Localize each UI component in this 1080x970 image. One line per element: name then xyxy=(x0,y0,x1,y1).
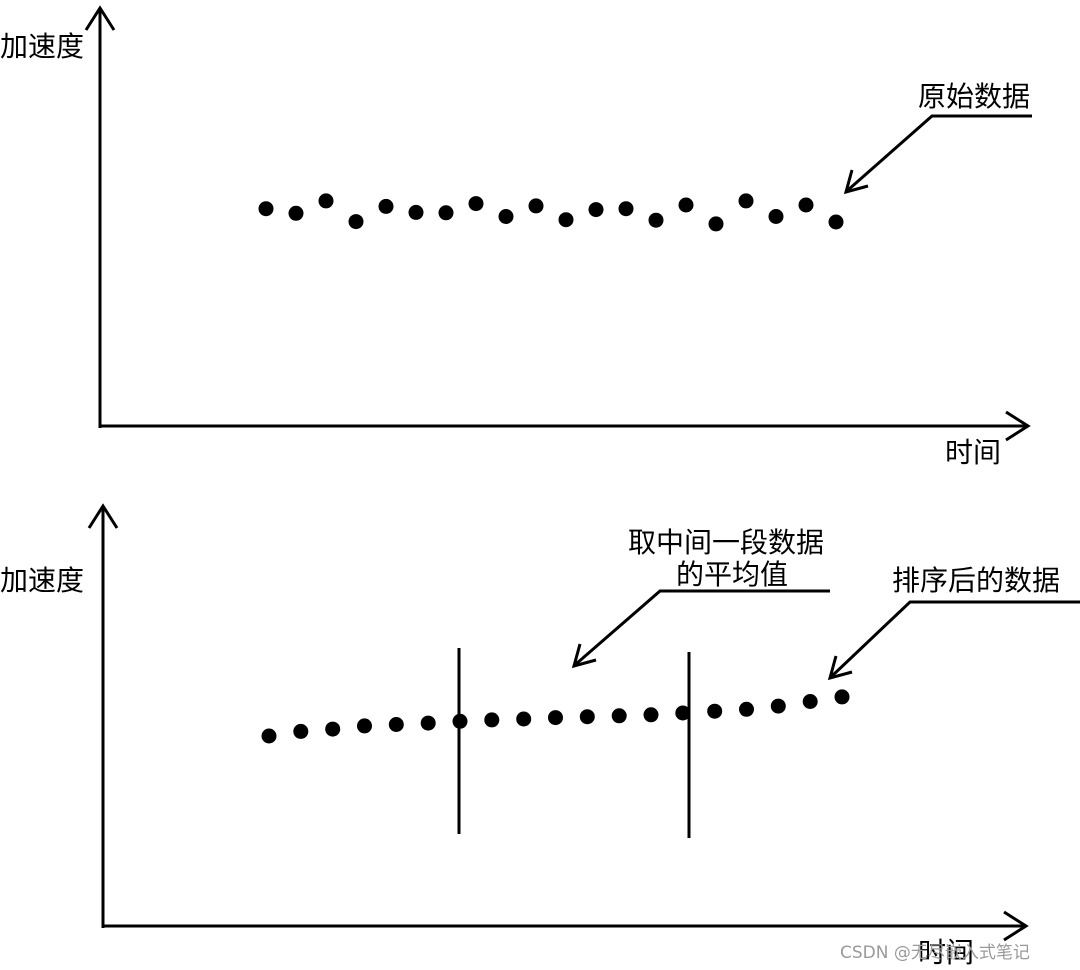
top-y-axis xyxy=(84,5,116,428)
sorted-data-point-9 xyxy=(516,711,532,727)
sorted-data-point-5 xyxy=(388,717,404,732)
sorted-data-point-6 xyxy=(420,715,436,731)
sorted-data-point-18 xyxy=(802,694,818,709)
bottom-y-axis xyxy=(87,503,119,928)
top-panel: 加速度 时间 原始数据 xyxy=(0,5,1032,469)
middle-average-annotation-line2: 的平均值 xyxy=(676,558,788,591)
sorted-data-point-8 xyxy=(484,712,500,728)
sorted-data-point-15 xyxy=(707,703,723,719)
sorted-data-point-3 xyxy=(325,721,341,737)
bottom-x-axis-label: 时间 xyxy=(918,936,974,969)
raw-data-point-8 xyxy=(468,196,484,212)
raw-data-point-7 xyxy=(438,205,454,221)
sorted-data-point-2 xyxy=(293,723,309,739)
sorted-data-point-11 xyxy=(579,709,595,725)
raw-data-point-6 xyxy=(408,204,424,220)
raw-data-point-13 xyxy=(618,201,634,217)
raw-data-point-11 xyxy=(558,212,574,228)
sorted-data-point-19 xyxy=(834,689,850,705)
sorted-data-point-13 xyxy=(643,707,659,723)
top-x-axis-label: 时间 xyxy=(945,436,1001,469)
bottom-x-axis xyxy=(102,910,1029,942)
bottom-y-axis-label: 加速度 xyxy=(0,564,84,597)
raw-data-arrow xyxy=(843,114,1032,195)
sorted-data-point-1 xyxy=(261,728,277,744)
raw-data-point-3 xyxy=(318,193,334,209)
raw-data-point-12 xyxy=(588,202,604,218)
raw-data-point-14 xyxy=(648,212,664,228)
bottom-panel: 加速度 时间 取中间一段数据 的平均值 排序后的数据 xyxy=(0,503,1080,969)
raw-data-point-17 xyxy=(738,193,754,209)
raw-data-point-10 xyxy=(528,198,544,214)
sorted-data-point-7 xyxy=(452,713,468,729)
raw-data-point-2 xyxy=(288,205,304,221)
raw-data-points xyxy=(258,193,844,232)
sorted-data-arrow xyxy=(827,600,1080,681)
sorted-data-point-10 xyxy=(548,710,563,726)
middle-average-annotation-line1: 取中间一段数据 xyxy=(628,526,824,559)
top-x-axis xyxy=(99,410,1031,442)
raw-data-point-1 xyxy=(258,201,274,217)
raw-data-annotation: 原始数据 xyxy=(918,80,1030,113)
sorted-data-annotation: 排序后的数据 xyxy=(892,564,1060,597)
sorted-data-point-16 xyxy=(739,701,754,717)
raw-data-point-19 xyxy=(798,197,814,213)
raw-data-point-9 xyxy=(498,209,514,224)
raw-data-point-4 xyxy=(348,214,364,230)
sorted-data-point-4 xyxy=(357,718,372,734)
top-y-axis-label: 加速度 xyxy=(0,30,84,63)
raw-data-point-5 xyxy=(378,198,394,214)
raw-data-point-15 xyxy=(678,197,694,213)
raw-data-point-20 xyxy=(828,214,844,230)
sorted-data-points xyxy=(261,689,850,744)
sorted-data-point-17 xyxy=(770,698,786,714)
sorted-data-point-14 xyxy=(675,705,691,721)
raw-data-point-18 xyxy=(768,209,784,224)
raw-data-point-16 xyxy=(708,216,724,232)
watermark: CSDN @无尽嵌入式笔记 xyxy=(840,943,1030,963)
sorted-data-point-12 xyxy=(611,708,627,724)
middle-average-arrow xyxy=(571,589,830,669)
